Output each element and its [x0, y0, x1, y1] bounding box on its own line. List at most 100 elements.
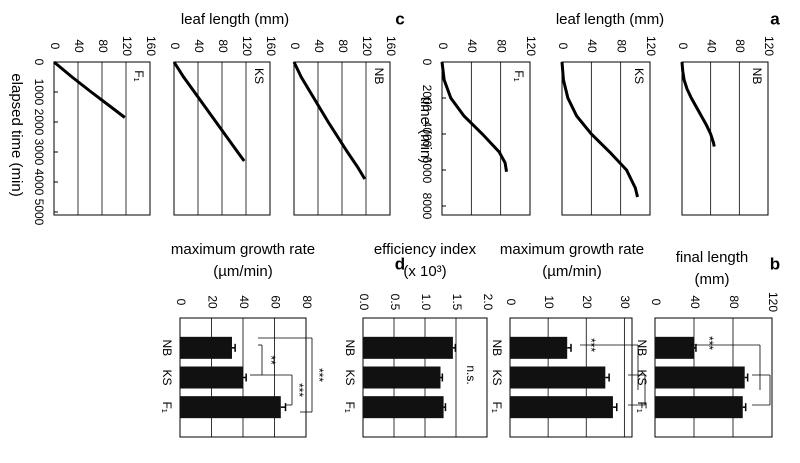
y-tick-label: 0.5: [388, 294, 402, 311]
bar: [655, 366, 745, 389]
y-tick-label: 80: [733, 39, 747, 53]
category-label: F₁: [635, 401, 649, 412]
x-tick-label: 3000: [32, 139, 46, 166]
axis-title: leaf length (mm): [556, 11, 664, 28]
axis-title: final length: [676, 249, 749, 266]
panel-label: c: [395, 9, 404, 28]
significance-label: n.s.: [464, 365, 478, 384]
series-name: KS: [632, 68, 646, 84]
y-tick-label: 120: [240, 36, 254, 56]
axis-title: (x 10³): [403, 263, 446, 280]
plot-frame: [681, 61, 769, 216]
significance-label: **: [264, 355, 278, 365]
y-tick-label: 40: [312, 39, 326, 53]
y-tick-label: 120: [360, 36, 374, 56]
category-label: F₁: [160, 401, 174, 412]
category-label: KS: [343, 369, 357, 385]
series-name: KS: [252, 68, 266, 84]
series-name: F₁: [132, 70, 146, 81]
significance-label: ***: [584, 338, 598, 352]
x-tick-label: 2000: [420, 85, 434, 112]
series-name: F₁: [512, 70, 526, 81]
category-label: F₁: [343, 401, 357, 412]
x-tick-label: 1000: [32, 79, 46, 106]
category-label: NB: [160, 339, 174, 356]
y-tick-label: 80: [96, 39, 110, 53]
significance-label: ***: [292, 383, 306, 397]
x-tick-label: 4000: [32, 169, 46, 196]
y-tick-label: 40: [192, 39, 206, 53]
x-tick-label: 8000: [420, 193, 434, 220]
bar: [655, 336, 694, 359]
category-label: NB: [343, 339, 357, 356]
bar: [510, 366, 606, 389]
y-tick-label: 40: [237, 295, 251, 309]
y-tick-label: 40: [465, 39, 479, 53]
category-label: NB: [490, 339, 504, 356]
axis-title: time (min): [417, 97, 434, 164]
category-label: KS: [160, 369, 174, 385]
category-label: NB: [635, 339, 649, 356]
y-tick-label: 160: [264, 36, 278, 56]
growth-curve: [560, 61, 639, 198]
y-tick-label: 0: [288, 43, 302, 50]
y-tick-label: 20: [580, 295, 594, 309]
bar: [510, 336, 568, 359]
y-tick-label: 0: [174, 299, 188, 306]
x-tick-label: 4000: [420, 121, 434, 148]
x-tick-label: 5000: [32, 199, 46, 226]
y-tick-label: 120: [766, 292, 780, 312]
y-tick-label: 1.0: [419, 294, 433, 311]
growth-curve: [680, 61, 716, 147]
y-tick-label: 0: [48, 43, 62, 50]
y-tick-label: 0.0: [357, 294, 371, 311]
y-tick-label: 0: [436, 43, 450, 50]
axis-title: leaf length (mm): [181, 11, 289, 28]
bar: [180, 396, 281, 419]
y-tick-label: 80: [336, 39, 350, 53]
axis-title: maximum growth rate: [171, 241, 315, 258]
y-tick-label: 40: [688, 295, 702, 309]
y-tick-label: 80: [216, 39, 230, 53]
y-tick-label: 80: [494, 39, 508, 53]
y-tick-label: 80: [727, 295, 741, 309]
y-tick-label: 1.5: [450, 294, 464, 311]
axis-title: (mm): [695, 271, 730, 288]
bar: [180, 336, 232, 359]
category-label: KS: [635, 369, 649, 385]
y-tick-label: 120: [524, 36, 538, 56]
x-tick-label: 0: [32, 59, 46, 66]
panel-label: a: [770, 9, 780, 28]
category-label: F₁: [490, 401, 504, 412]
y-tick-label: 10: [542, 295, 556, 309]
y-tick-label: 2.0: [481, 294, 495, 311]
x-tick-label: 0: [420, 59, 434, 66]
bar: [510, 396, 613, 419]
y-tick-label: 40: [72, 39, 86, 53]
y-tick-label: 0: [649, 299, 663, 306]
panel-label: b: [770, 254, 780, 273]
growth-curve: [172, 61, 246, 162]
y-tick-label: 60: [268, 295, 282, 309]
series-name: NB: [750, 68, 764, 85]
significance-label: ***: [312, 368, 326, 382]
axis-title: elapsed time (min): [8, 73, 25, 196]
bar: [655, 396, 743, 419]
y-tick-label: 80: [300, 295, 314, 309]
y-tick-label: 80: [614, 39, 628, 53]
y-tick-label: 40: [585, 39, 599, 53]
category-label: KS: [490, 369, 504, 385]
y-tick-label: 0: [504, 299, 518, 306]
y-tick-label: 120: [120, 36, 134, 56]
bar: [180, 366, 243, 389]
y-tick-label: 120: [644, 36, 658, 56]
y-tick-label: 20: [205, 295, 219, 309]
axis-title: (µm/min): [213, 263, 272, 280]
growth-curve: [53, 60, 126, 119]
bar: [363, 396, 444, 419]
panel-label: d: [395, 254, 405, 273]
axis-title: (µm/min): [542, 263, 601, 280]
y-tick-label: 30: [618, 295, 632, 309]
growth-curve: [292, 61, 367, 180]
